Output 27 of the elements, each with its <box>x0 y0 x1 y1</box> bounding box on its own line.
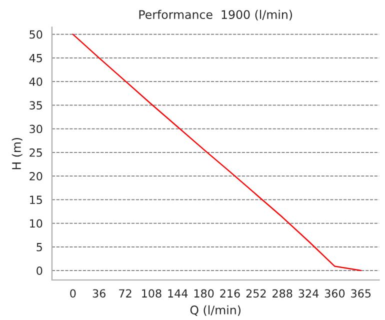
y-axis-title: H (m) <box>12 138 22 170</box>
y-tick-label: 0 <box>36 266 42 275</box>
y-tick-label: 35 <box>30 101 42 110</box>
y-tick-label: 45 <box>29 54 42 62</box>
x-axis-title: Q (l/min) <box>190 305 240 316</box>
x-tick-label: 365 <box>351 289 371 298</box>
chart-title: Performance 1900 (l/min) <box>139 10 292 20</box>
y-tick-label: 5 <box>36 243 42 252</box>
x-tick-label: 144 <box>168 289 188 298</box>
x-tick-label: 360 <box>324 289 345 298</box>
y-tick-label: 50 <box>30 30 42 39</box>
y-tick-label: 40 <box>29 78 42 86</box>
x-tick-label: 72 <box>119 289 132 298</box>
line-series <box>72 34 362 272</box>
x-tick-label: 288 <box>272 289 292 298</box>
x-tick-label: 180 <box>194 289 214 298</box>
y-tick-label: 15 <box>30 196 42 204</box>
x-tick-label: 0 <box>70 289 76 298</box>
x-tick-label: 252 <box>246 289 266 298</box>
y-tick-label: 20 <box>30 172 42 180</box>
y-tick-label: 10 <box>30 219 42 228</box>
x-tick-label: 108 <box>142 289 162 298</box>
y-tick-label: 30 <box>30 124 42 134</box>
x-tick-label: 36 <box>92 289 106 298</box>
y-tick-label: 25 <box>30 148 42 157</box>
x-tick-label: 216 <box>220 289 240 298</box>
x-tick-label: 324 <box>298 289 319 298</box>
